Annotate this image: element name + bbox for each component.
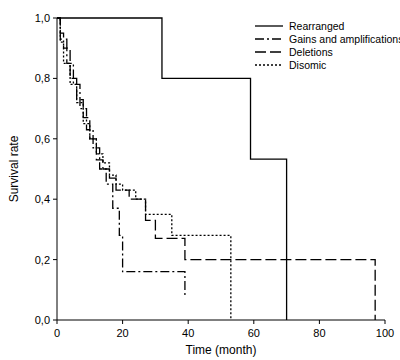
x-tick	[253, 320, 254, 324]
survival-line	[57, 18, 287, 320]
legend-label: Disomic	[289, 59, 326, 71]
y-axis	[57, 18, 58, 320]
chart: 0 20 40 60 80 100 0,0 0,2 0,4 0,6 0,8 1,0 Time (mont…	[0, 0, 400, 360]
x-tick-label: 0	[54, 327, 60, 339]
x-tick-label: 20	[116, 327, 128, 339]
y-tick-label: 0,2	[35, 254, 50, 266]
y-tick	[53, 138, 57, 139]
x-tick-label: 80	[313, 327, 325, 339]
x-axis	[57, 320, 385, 321]
legend-label: Gains and amplifications	[289, 33, 400, 45]
legend-line	[255, 25, 283, 26]
legend-line	[255, 38, 283, 39]
y-tick-label: 1,0	[35, 12, 50, 24]
y-tick	[53, 199, 57, 200]
legend-label: Deletions	[289, 46, 333, 58]
plot-area	[57, 18, 375, 320]
x-tick	[57, 320, 58, 324]
x-tick-label: 40	[182, 327, 194, 339]
legend-line	[255, 64, 283, 65]
y-tick	[53, 78, 57, 79]
y-tick	[53, 18, 57, 19]
x-tick-label: 60	[248, 327, 260, 339]
legend-label: Rearranged	[289, 20, 345, 32]
legend-line	[255, 51, 283, 52]
x-axis-label: Time (month)	[186, 343, 257, 357]
survival-line	[57, 18, 375, 320]
y-tick	[53, 320, 57, 321]
x-tick	[385, 320, 386, 324]
y-tick-label: 0,4	[35, 193, 50, 205]
x-tick	[122, 320, 123, 324]
x-tick	[319, 320, 320, 324]
y-tick	[53, 259, 57, 260]
survival-line	[57, 18, 231, 320]
y-tick-label: 0,0	[35, 314, 50, 326]
y-tick-label: 0,6	[35, 133, 50, 145]
survival-line	[57, 18, 185, 296]
y-axis-label: Survival rate	[7, 135, 21, 202]
x-tick	[188, 320, 189, 324]
x-tick-label: 100	[376, 327, 394, 339]
y-tick-label: 0,8	[35, 72, 50, 84]
